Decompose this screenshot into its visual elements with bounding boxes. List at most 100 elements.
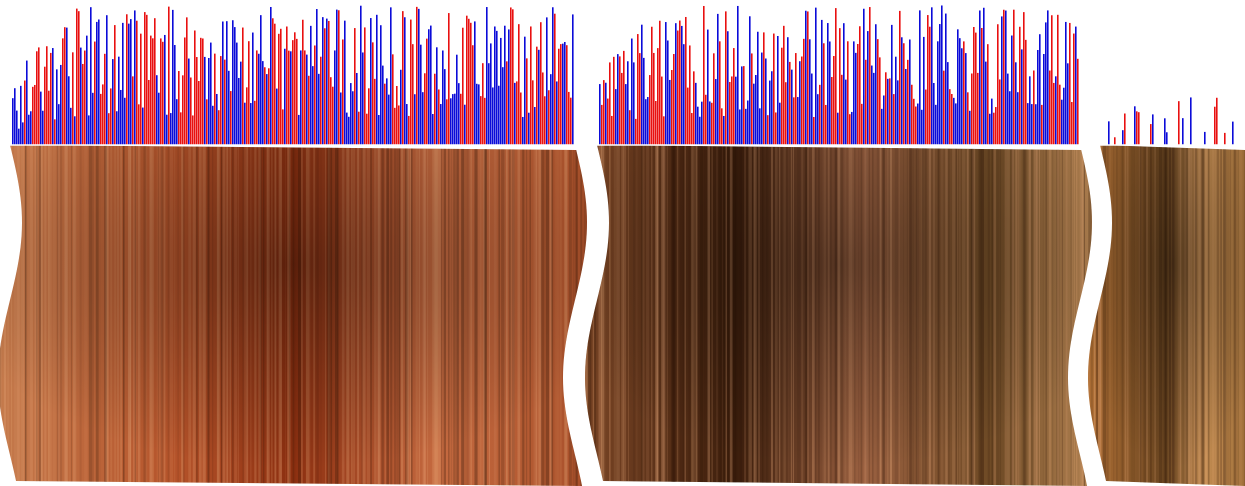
histogram-bar — [76, 9, 78, 145]
histogram-bar — [857, 44, 859, 145]
histogram-bar — [310, 26, 312, 145]
histogram-bar — [727, 31, 729, 145]
histogram-bar — [865, 60, 867, 145]
histogram-bar — [905, 69, 907, 145]
histogram-bar — [476, 84, 478, 145]
histogram-bar — [1216, 98, 1218, 145]
histogram-bar — [426, 39, 428, 145]
histogram-bar — [90, 7, 92, 145]
core-streak — [590, 145, 591, 486]
histogram-bar — [458, 83, 460, 145]
histogram-bar — [691, 113, 693, 145]
histogram-bar — [78, 11, 80, 145]
histogram-bar — [234, 27, 236, 145]
histogram-bar — [1039, 34, 1041, 145]
histogram-bar — [206, 99, 208, 145]
core-panel — [585, 5, 1094, 486]
histogram-bar — [60, 65, 62, 145]
histogram-bar — [522, 117, 524, 145]
histogram-bar — [554, 14, 556, 145]
histogram-bar — [398, 105, 400, 145]
histogram-bar — [246, 87, 248, 145]
histogram-bar — [1204, 132, 1206, 145]
histogram-bar — [697, 107, 699, 145]
histogram-bar — [376, 15, 378, 145]
histogram-bar — [1029, 76, 1031, 145]
histogram-bar — [645, 99, 647, 145]
histogram-bar — [354, 28, 356, 145]
histogram-bar — [805, 11, 807, 145]
core-panel — [1088, 97, 1245, 486]
histogram-bar — [262, 61, 264, 145]
histogram-bar — [320, 57, 322, 145]
histogram-bar — [378, 115, 380, 145]
histogram-bar — [953, 98, 955, 145]
histogram-bar — [134, 10, 136, 145]
histogram-bar — [190, 77, 192, 145]
histogram-bar — [739, 110, 741, 145]
histogram-bar — [815, 8, 817, 145]
histogram-bar — [1069, 23, 1071, 145]
histogram-bar — [16, 111, 18, 145]
histogram-bar — [166, 115, 168, 145]
histogram-bar — [885, 72, 887, 145]
histogram-bar — [356, 73, 358, 145]
histogram-bar — [70, 108, 72, 145]
histogram-bar — [396, 86, 398, 145]
histogram-bar — [1124, 113, 1126, 145]
histogram-bar — [570, 98, 572, 145]
histogram-bar — [44, 67, 46, 145]
histogram-bar — [623, 51, 625, 145]
histogram-bar — [895, 57, 897, 145]
histogram-bar — [468, 19, 470, 145]
histogram-bar — [132, 76, 134, 145]
histogram-bar — [883, 95, 885, 145]
histogram-bar — [14, 88, 16, 145]
histogram-bar — [202, 38, 204, 145]
histogram-bar — [514, 83, 516, 145]
histogram-bar — [346, 113, 348, 145]
histogram-bar — [843, 23, 845, 145]
histogram-bar — [562, 44, 564, 145]
histogram-bar — [52, 48, 54, 145]
histogram-bar — [1063, 88, 1065, 145]
histogram-bar — [566, 45, 568, 145]
histogram-bar — [609, 62, 611, 145]
histogram-bar — [500, 38, 502, 145]
histogram-bar — [368, 88, 370, 145]
histogram-bar — [312, 66, 314, 145]
histogram-bar — [1013, 10, 1015, 145]
histogram-bar — [400, 70, 402, 145]
histogram-bar — [82, 64, 84, 145]
histogram-bar — [374, 79, 376, 145]
histogram-bar — [460, 94, 462, 145]
histogram-bar — [492, 87, 494, 145]
histogram-bar — [941, 5, 943, 145]
histogram-bar — [999, 79, 1001, 145]
histogram-bar — [827, 23, 829, 145]
histogram-bar — [833, 56, 835, 145]
histogram-bar — [1059, 85, 1061, 145]
histogram-bar — [136, 21, 138, 145]
histogram-bar — [1232, 122, 1234, 145]
histogram-bar — [34, 85, 36, 145]
core-streak — [585, 145, 588, 486]
histogram-bar — [633, 62, 635, 145]
histogram-bar — [877, 39, 879, 145]
histogram-bar — [873, 73, 875, 145]
histogram-bar — [851, 112, 853, 145]
histogram-bar — [484, 98, 486, 145]
histogram-bar — [464, 105, 466, 145]
histogram-bar — [823, 43, 825, 145]
histogram-bar — [983, 8, 985, 145]
histogram-bar — [717, 14, 719, 145]
histogram-bar — [667, 40, 669, 145]
histogram-bar — [556, 81, 558, 145]
histogram-bar — [909, 40, 911, 145]
histogram-bar — [879, 57, 881, 145]
histogram-bar — [771, 71, 773, 145]
histogram-bar — [735, 77, 737, 145]
histogram-bar — [292, 40, 294, 145]
core-streak — [1091, 145, 1093, 486]
histogram-bar — [935, 105, 937, 145]
